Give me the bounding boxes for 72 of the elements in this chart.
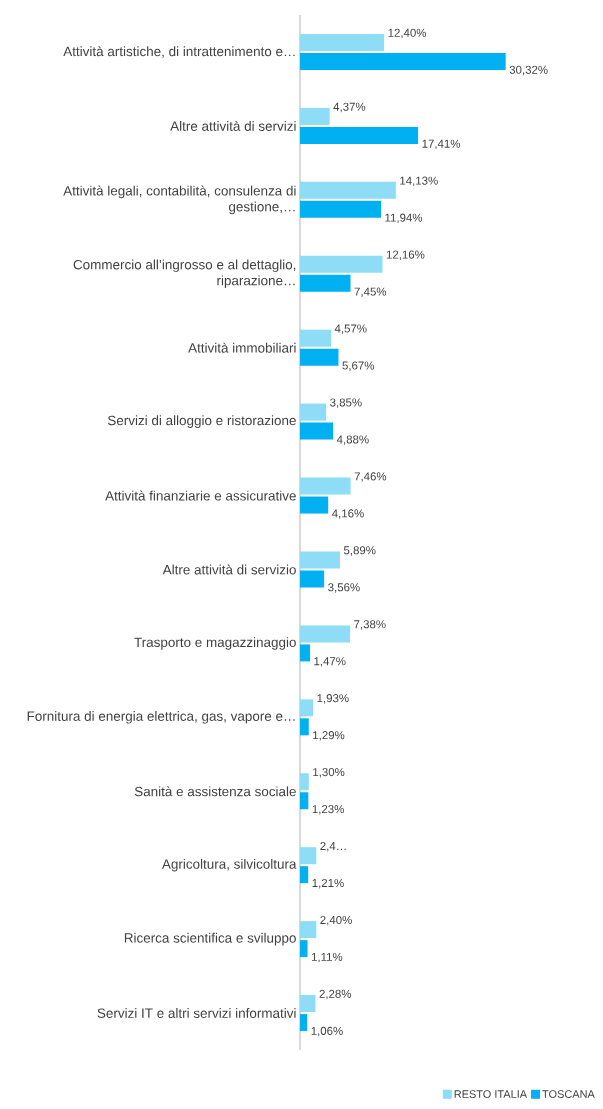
data-label: 4,16% <box>332 509 364 519</box>
y-tick-label: Attività artistiche, di intrattenimento e… <box>63 46 295 58</box>
bar <box>300 477 351 495</box>
bar <box>300 718 309 736</box>
legend-label: TOSCANA <box>542 1090 595 1098</box>
data-label: 1,93% <box>317 694 349 704</box>
bar <box>300 255 383 273</box>
y-tick-label: Trasporto e magazzinaggio <box>134 637 296 650</box>
bar <box>300 866 309 884</box>
data-label: 1,29% <box>313 731 345 741</box>
bar <box>300 52 506 70</box>
data-label: 14,13% <box>400 176 438 187</box>
bar <box>300 699 314 717</box>
data-label: 1,21% <box>312 878 344 889</box>
data-label: 11,94% <box>385 213 423 224</box>
y-tick-label: Commercio all’ingrosso e al dettaglio, riparazione… <box>73 259 296 289</box>
data-label: 17,41% <box>422 139 461 150</box>
data-label: 7,46% <box>354 472 387 482</box>
y-tick-label: Altre attività di servizio <box>162 564 296 575</box>
data-label: 30,32% <box>509 65 548 76</box>
data-label: 3,56% <box>328 583 360 593</box>
bar <box>300 773 309 791</box>
y-tick-label: Attività immobiliari <box>188 342 296 353</box>
y-tick-label: Agricoltura, silvicoltura <box>161 858 297 872</box>
bar <box>300 200 381 218</box>
y-tick-label: Servizi di alloggio e ristorazione <box>107 415 296 428</box>
bar <box>300 181 396 199</box>
y-tick-label: Altre attività di servizi <box>170 120 296 131</box>
data-label: 1,06% <box>311 1026 343 1037</box>
data-label: 2,28% <box>319 989 352 1000</box>
bar <box>300 551 340 569</box>
data-label: 12,16% <box>386 250 425 260</box>
data-label: 3,85% <box>330 398 362 408</box>
data-label: 2,40% <box>320 915 352 926</box>
bar <box>300 348 339 366</box>
bar <box>300 329 331 347</box>
data-label: 12,40% <box>388 28 427 39</box>
bar <box>300 403 327 421</box>
y-tick-label: Sanità e assistenza sociale <box>134 786 296 797</box>
bar <box>300 921 317 939</box>
bar <box>300 792 309 810</box>
bar <box>300 33 385 51</box>
data-label: 2,4… <box>320 841 346 852</box>
y-tick-label: Fornitura di energia elettrica, gas, vapore e… <box>27 711 295 724</box>
y-tick-label: Attività finanziarie e assicurative <box>105 490 296 501</box>
data-label: 4,37% <box>333 102 366 113</box>
bar <box>300 625 351 643</box>
data-label: 1,30% <box>313 768 345 778</box>
bar <box>300 274 351 292</box>
data-label: 4,88% <box>336 435 369 445</box>
bar <box>300 107 330 125</box>
bar <box>300 422 334 440</box>
data-label: 4,57% <box>334 324 367 334</box>
data-label: 1,11% <box>311 952 343 963</box>
bar <box>300 847 317 865</box>
bar <box>300 644 310 662</box>
data-label: 5,89% <box>343 546 376 556</box>
data-label: 1,23% <box>312 805 344 815</box>
y-tick-label: Attività legali, contabilità, consulenza di gestione,… <box>63 185 296 215</box>
bar <box>300 995 316 1013</box>
data-label: 5,67% <box>342 361 375 371</box>
y-tick-label: Ricerca scientifica e sviluppo <box>124 932 296 946</box>
data-label: 1,47% <box>314 657 346 667</box>
bar <box>300 496 329 514</box>
y-tick-label: Servizi IT e altri servizi informativi <box>97 1008 296 1018</box>
data-label: 7,38% <box>354 620 386 630</box>
bar <box>300 126 419 144</box>
bar <box>300 940 308 958</box>
data-label: 7,45% <box>354 287 387 297</box>
bar <box>300 570 325 588</box>
legend-label: RESTO ITALIA <box>454 1090 528 1098</box>
bar <box>300 1014 308 1032</box>
